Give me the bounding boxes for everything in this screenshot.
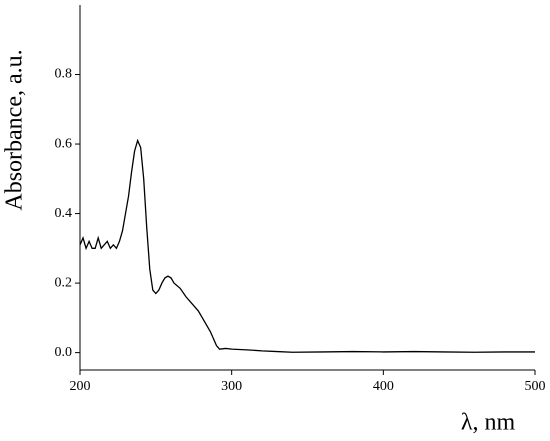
x-tick-label: 200 — [70, 379, 91, 394]
y-tick-label: 0.8 — [55, 67, 73, 82]
x-tick-label: 500 — [525, 379, 546, 394]
y-tick-label: 0.0 — [55, 345, 73, 360]
y-tick-label: 0.6 — [55, 136, 73, 151]
x-axis-title: λ, nm — [461, 410, 516, 436]
y-tick-label: 0.4 — [55, 206, 73, 221]
x-tick-label: 300 — [221, 379, 242, 394]
y-tick-label: 0.2 — [55, 275, 73, 290]
data-line — [79, 138, 535, 353]
y-axis-title: Absorbance, a.u. — [2, 49, 28, 210]
x-tick-label: 400 — [373, 379, 394, 394]
